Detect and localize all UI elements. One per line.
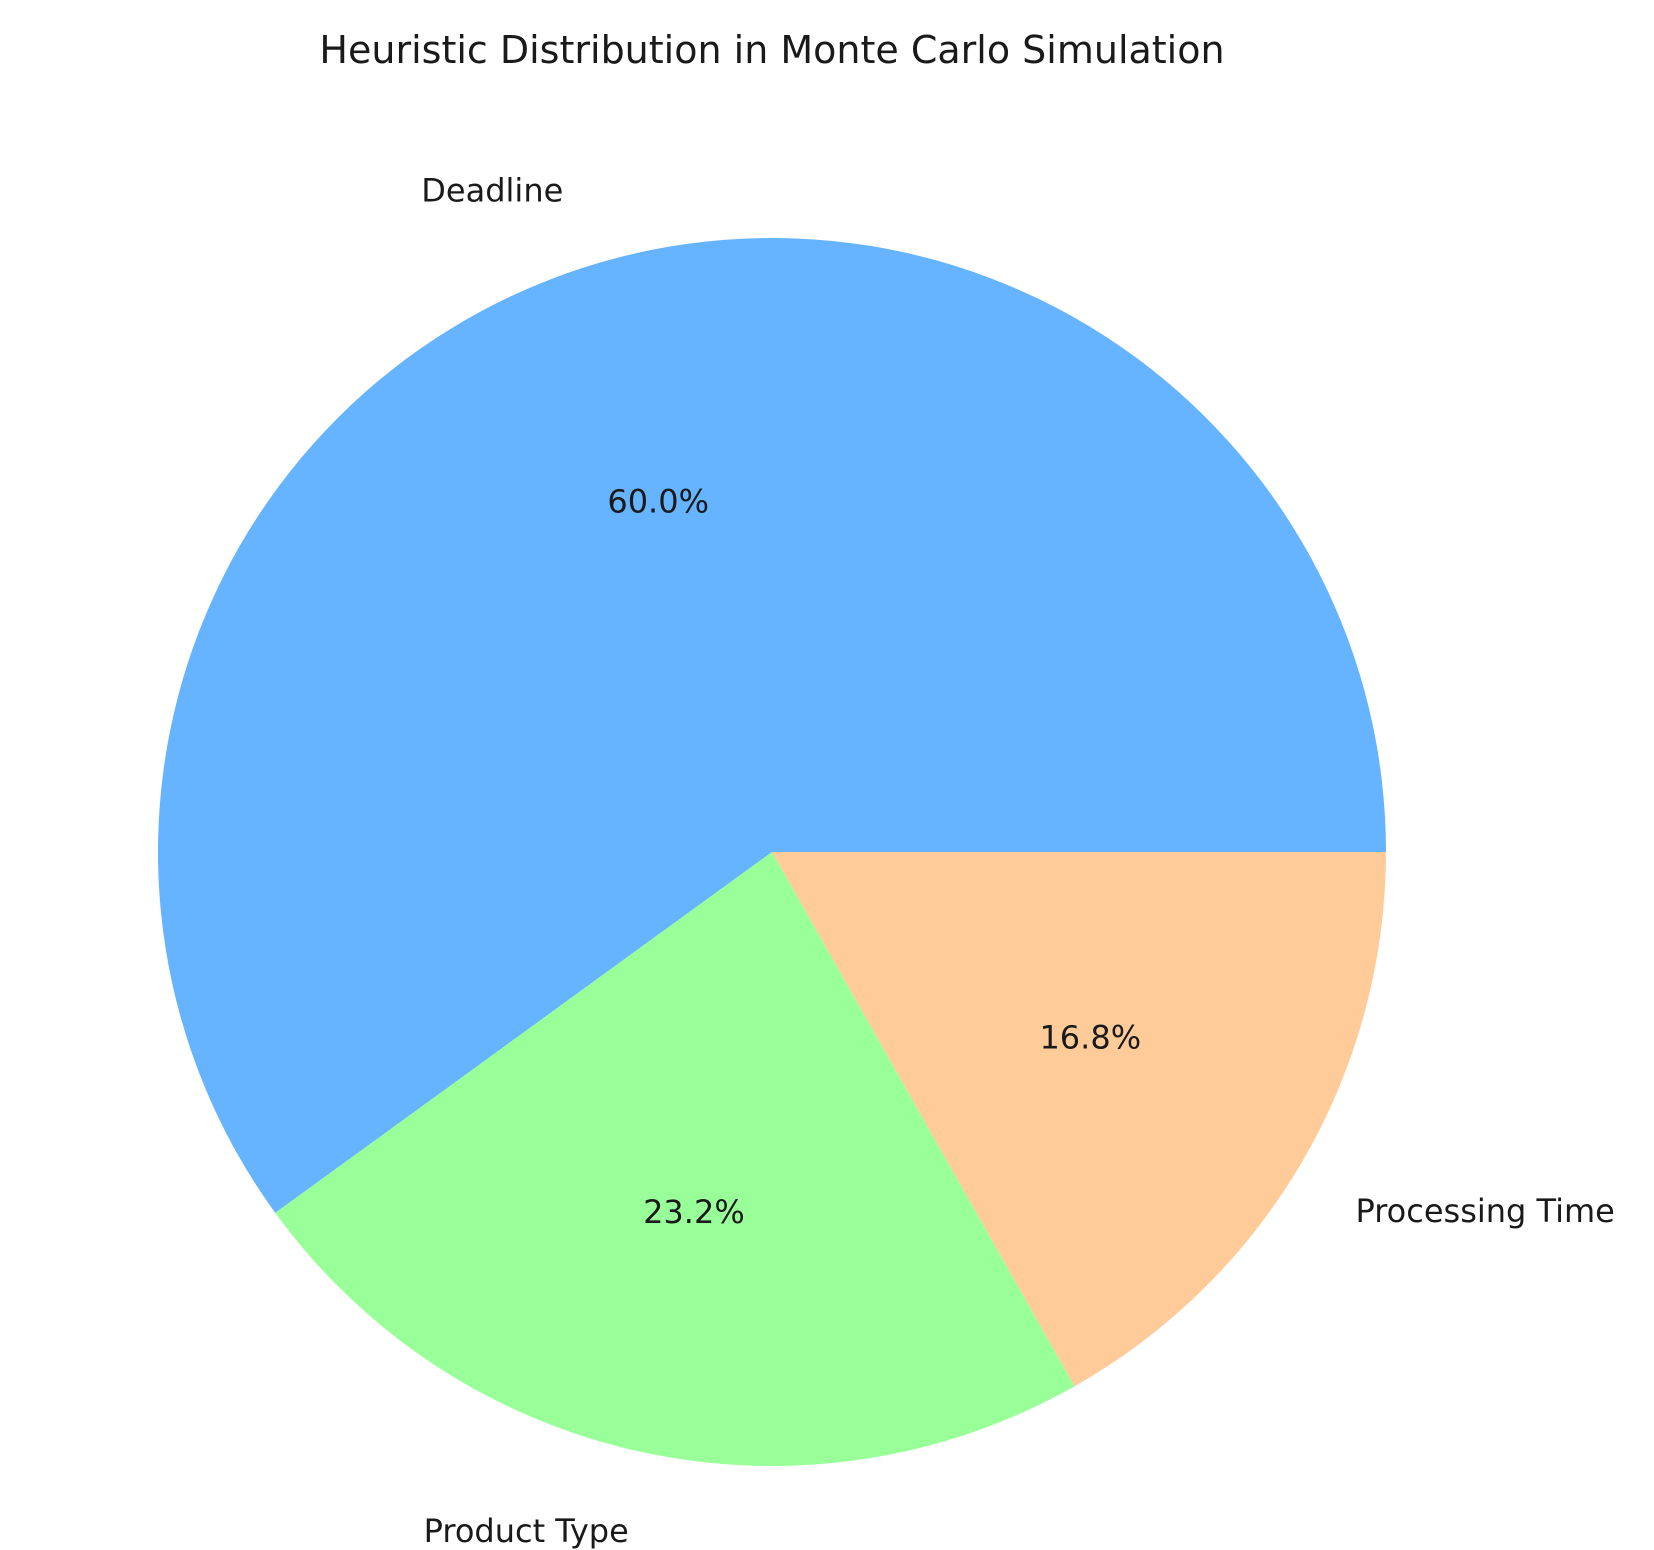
slice-label-product-type: Product Type <box>424 1512 629 1550</box>
slice-label-deadline: Deadline <box>421 172 563 210</box>
chart-title: Heuristic Distribution in Monte Carlo Si… <box>319 28 1224 72</box>
percent-label-processing-time: 16.8% <box>1039 1019 1141 1057</box>
pie-slice-processing-time <box>772 852 1386 1387</box>
percent-label-product-type: 23.2% <box>643 1193 745 1231</box>
pie-slice-product-type <box>275 852 1075 1466</box>
pie-slices <box>158 237 1386 1466</box>
pie-slice-deadline <box>158 237 1386 1213</box>
slice-label-processing-time: Processing Time <box>1355 1192 1614 1230</box>
pie-labels: Deadline 60.0% Product Type 23.2% Processing… <box>421 172 1615 1550</box>
percent-label-deadline: 60.0% <box>607 483 709 521</box>
